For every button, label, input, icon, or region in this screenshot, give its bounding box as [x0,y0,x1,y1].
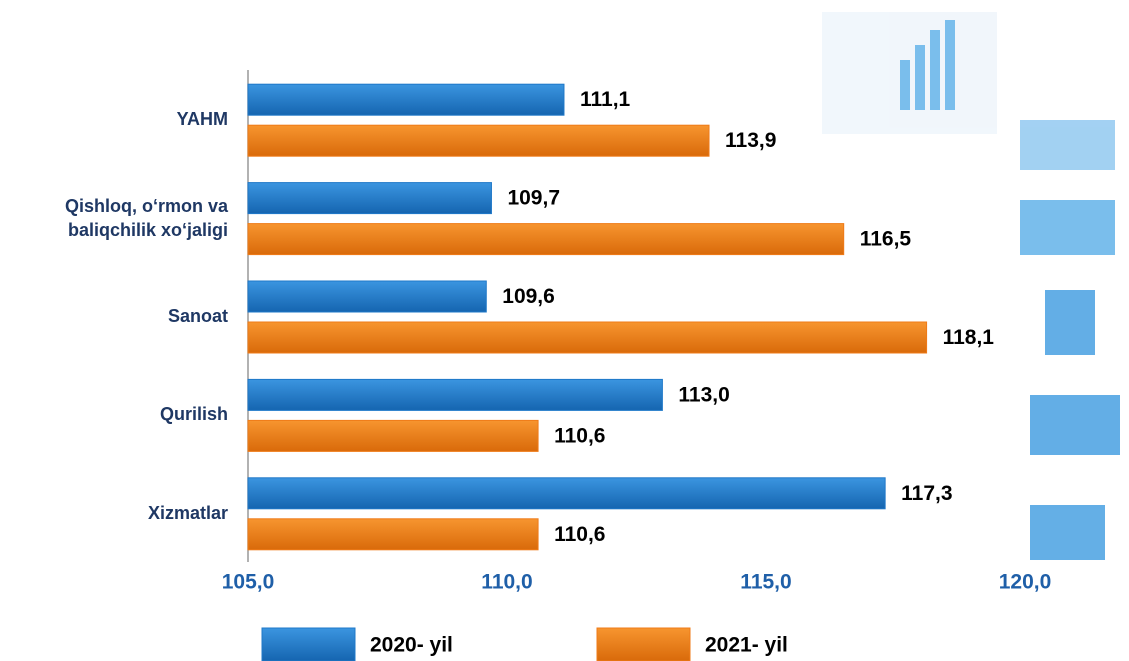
value-label: 117,3 [901,482,952,505]
legend-swatch [596,627,691,661]
bar [247,280,487,313]
icon-bar [930,30,940,110]
bar [247,378,663,411]
category-label: YAHM [176,109,228,130]
bar [247,124,710,157]
value-label: 116,5 [860,228,912,251]
icon-tractor [1020,200,1115,255]
x-tick-label: 105,0 [222,571,275,594]
value-label: 113,0 [678,383,729,406]
value-label: 110,6 [554,424,605,447]
bar [247,182,492,215]
value-label: 113,9 [725,129,776,152]
value-label: 111,1 [580,88,631,111]
x-tick-label: 115,0 [740,571,791,594]
legend-label: 2020- yil [370,634,453,657]
icon-services [1030,505,1105,560]
bar [247,419,539,452]
category-label: Qurilish [159,404,228,425]
icon-search [1020,120,1115,170]
bar [247,223,845,256]
icon-construction [1030,395,1120,455]
decorative-icons [822,12,1120,560]
icon-bar [900,60,910,110]
bar [247,83,565,116]
bar [247,321,928,354]
legend-label: 2021- yil [705,634,788,657]
category-label: Qishloq, o‘rmon va baliqchilik xo‘jaligi [64,195,228,240]
icon-factory [1045,290,1095,355]
category-label: Sanoat [167,306,228,326]
category-label: Xizmatlar [147,502,228,523]
legend-swatch [261,627,356,661]
value-label: 109,7 [507,187,560,210]
icon-bar [945,20,955,110]
icon-bar [915,45,925,110]
value-label: 109,6 [502,285,555,308]
bar [247,518,539,551]
x-tick-label: 120,0 [999,571,1052,594]
x-tick-label: 110,0 [481,571,532,594]
bar [247,477,886,510]
value-label: 110,6 [554,523,605,546]
value-label: 118,1 [943,326,995,349]
